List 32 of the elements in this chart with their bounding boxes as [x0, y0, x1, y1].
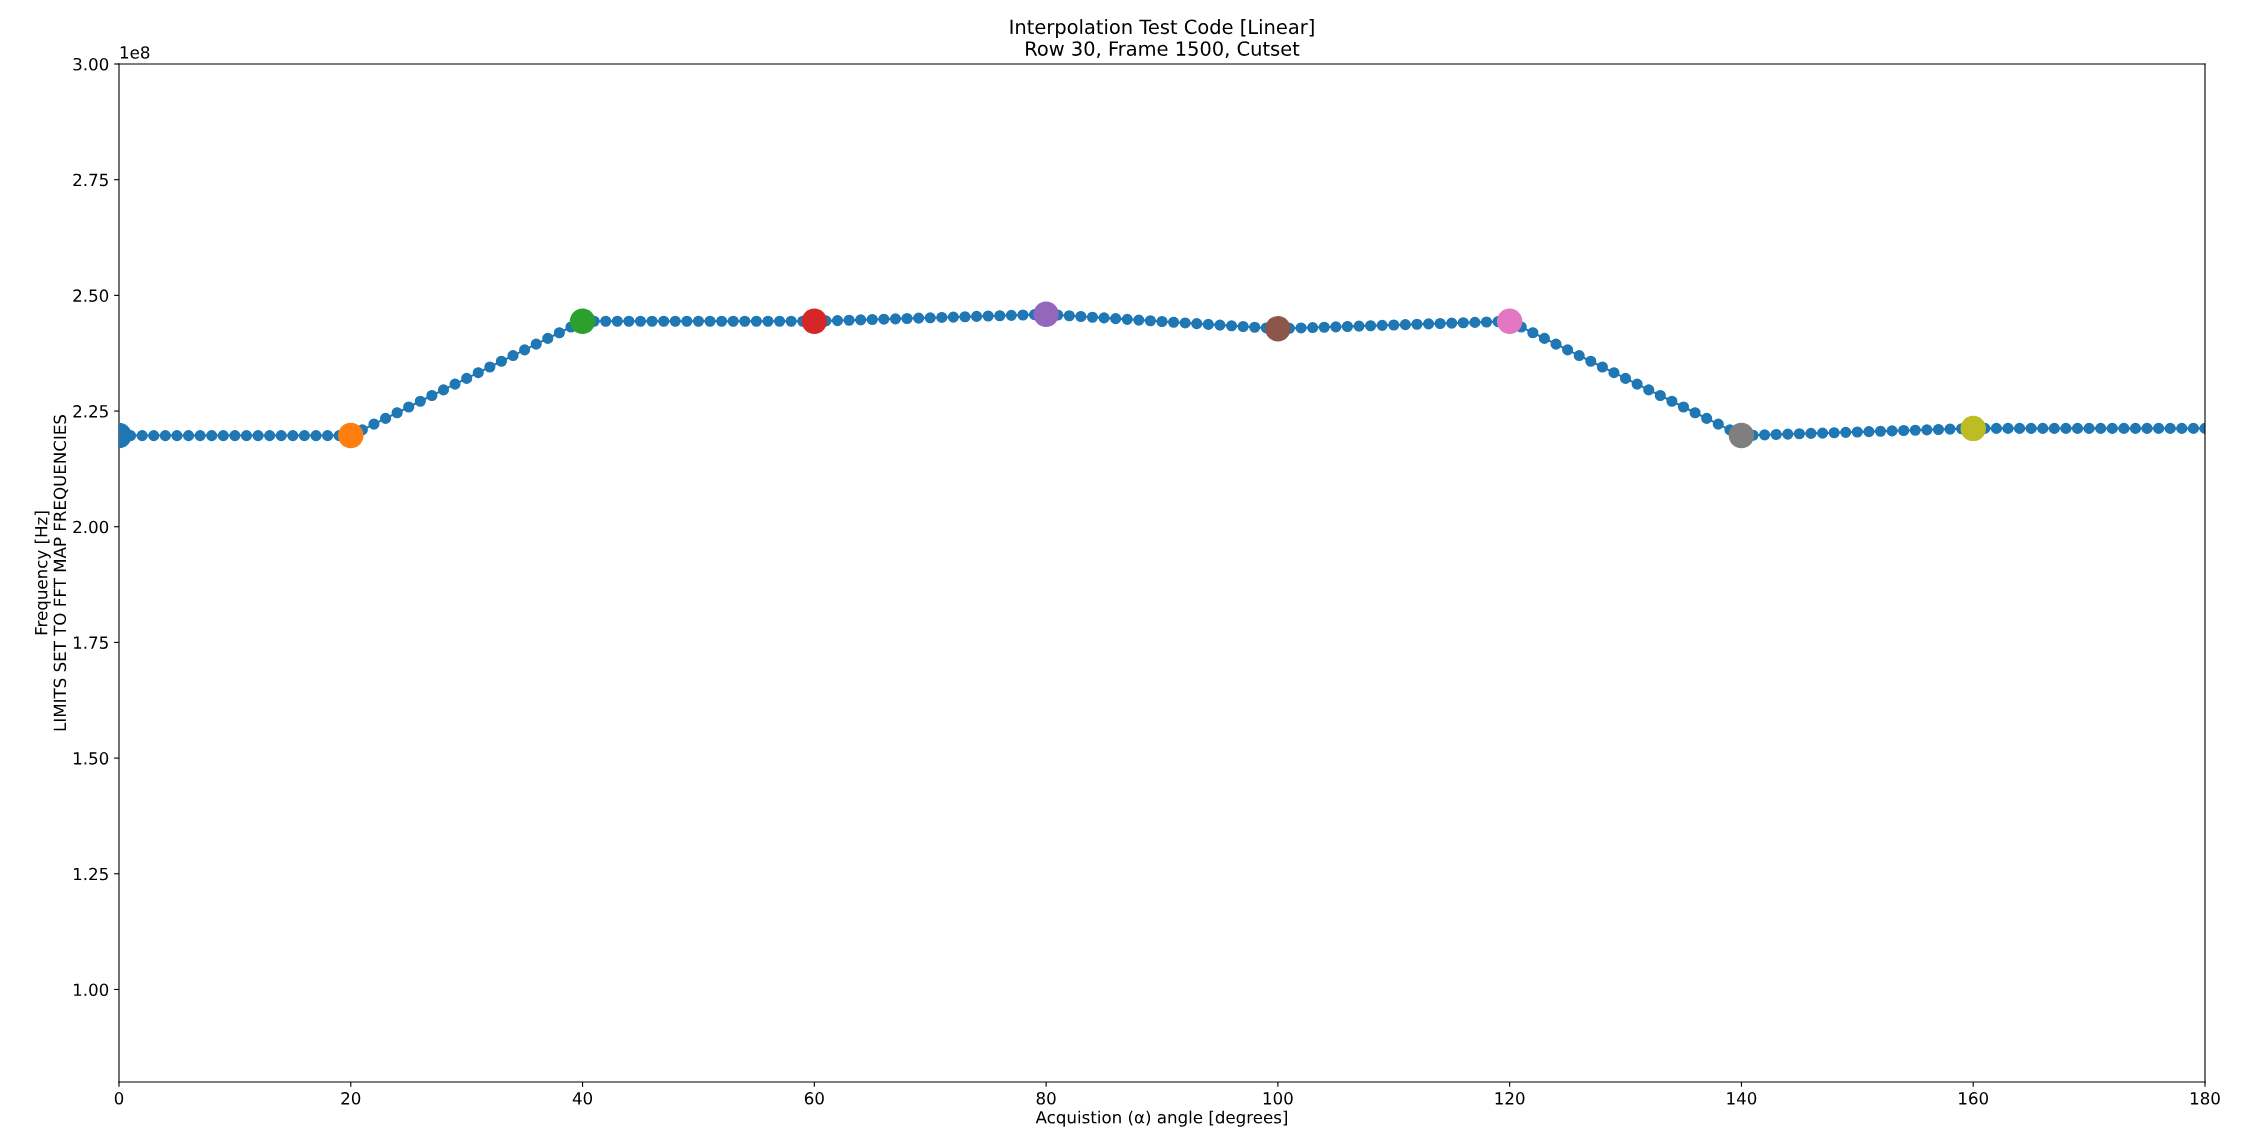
- x-tick-label: 120: [1495, 1092, 1525, 1105]
- y-tick-label: 1.75: [74, 636, 108, 649]
- text: 1e8: [120, 46, 150, 59]
- point: [569, 308, 596, 334]
- y-tick-label: 1.25: [74, 867, 108, 881]
- x-tick-label: 60: [804, 1092, 824, 1105]
- x-tick-label: 160: [1959, 1092, 1989, 1105]
- point: [1265, 315, 1291, 342]
- point: [1728, 422, 1755, 449]
- chart-title: Interpolation Test Code [Linear]: [1010, 19, 1314, 38]
- y-tick-label: 2.00: [73, 520, 109, 534]
- point: [1496, 308, 1523, 334]
- chart-subtitle: Row 30, Frame 1500, Cutset: [1026, 41, 1300, 58]
- x-tick-label: 40: [572, 1092, 593, 1105]
- x-axis-title: Acquistion (α) angle [degrees]: [1035, 1110, 1287, 1127]
- x-tick-label: 140: [1727, 1092, 1757, 1105]
- y-tick-label: 2.50: [73, 289, 109, 302]
- y-tick-label: 1.00: [74, 983, 109, 997]
- point: [801, 308, 828, 334]
- y-axis-title: Frequency [Hz] LIMITS SET TO FFT MAP FREQUENCIES: [34, 414, 69, 731]
- x-tick-label: 180: [2190, 1092, 2220, 1105]
- point: [1960, 415, 1986, 442]
- x-tick-label: 0: [114, 1092, 124, 1105]
- point: [1033, 301, 1059, 328]
- point: [338, 422, 364, 449]
- y-tick-label: 2.25: [73, 405, 108, 418]
- x-tick-label: 20: [341, 1092, 361, 1105]
- x-tick-label: 100: [1263, 1092, 1293, 1105]
- y-tick-label: 2.75: [73, 173, 108, 187]
- y-tick-label: 3.00: [73, 57, 109, 71]
- x-tick-label: 80: [1036, 1092, 1056, 1105]
- y-tick-label: 1.50: [74, 752, 109, 765]
